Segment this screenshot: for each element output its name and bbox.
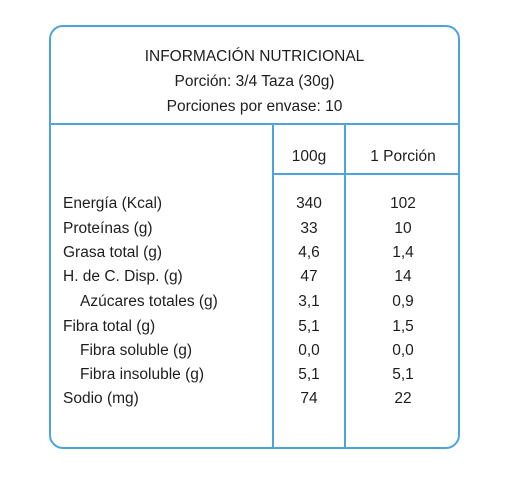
value-per-100g: 4,6 — [298, 244, 320, 261]
nutrient-row-total-sugars: Azúcares totales (g) 3,1 0,9 — [51, 293, 458, 317]
value-per-100g: 5,1 — [298, 366, 320, 383]
column-header-portion: 1 Porción — [370, 148, 436, 165]
value-per-portion: 5,1 — [392, 366, 414, 383]
column-header-divider — [272, 173, 458, 175]
value-per-portion: 1,4 — [392, 244, 414, 261]
value-per-portion: 22 — [394, 390, 412, 407]
nutrient-name: Proteínas (g) — [63, 220, 153, 237]
nutrient-row-soluble-fiber: Fibra soluble (g) 0,0 0,0 — [51, 342, 458, 366]
label-header: INFORMACIÓN NUTRICIONAL Porción: 3/4 Taz… — [51, 27, 458, 125]
value-per-100g: 5,1 — [298, 318, 320, 335]
nutrition-facts-label: INFORMACIÓN NUTRICIONAL Porción: 3/4 Taz… — [49, 25, 460, 449]
label-title: INFORMACIÓN NUTRICIONAL — [144, 48, 365, 65]
nutrient-row-total-fat: Grasa total (g) 4,6 1,4 — [51, 244, 458, 268]
nutrient-name: Sodio (mg) — [63, 390, 139, 407]
value-per-portion: 10 — [394, 220, 412, 237]
nutrient-name: Energía (Kcal) — [63, 195, 163, 212]
column-divider-portion — [344, 125, 346, 447]
nutrient-row-sodium: Sodio (mg) 74 22 — [51, 390, 458, 414]
value-per-portion: 0,0 — [392, 342, 414, 359]
value-per-portion: 1,5 — [392, 318, 414, 335]
nutrient-row-insoluble-fiber: Fibra insoluble (g) 5,1 5,1 — [51, 366, 458, 390]
nutrient-row-protein: Proteínas (g) 33 10 — [51, 220, 458, 244]
nutrient-name: H. de C. Disp. (g) — [63, 268, 183, 285]
nutrient-name: Fibra insoluble (g) — [80, 366, 205, 383]
value-per-100g: 3,1 — [298, 293, 320, 310]
nutrient-name: Grasa total (g) — [63, 244, 163, 261]
nutrient-row-energy: Energía (Kcal) 340 102 — [51, 195, 458, 219]
nutrient-name: Fibra total (g) — [63, 318, 156, 335]
value-per-portion: 102 — [390, 195, 416, 212]
nutrient-row-total-fiber: Fibra total (g) 5,1 1,5 — [51, 318, 458, 342]
nutrient-row-carbs: H. de C. Disp. (g) 47 14 — [51, 268, 458, 292]
portion-size: Porción: 3/4 Taza (30g) — [174, 73, 335, 90]
value-per-100g: 0,0 — [298, 342, 320, 359]
value-per-100g: 33 — [300, 220, 318, 237]
value-per-portion: 0,9 — [392, 293, 414, 310]
nutrient-name: Azúcares totales (g) — [80, 293, 218, 310]
servings-per-container: Porciones por envase: 10 — [166, 98, 343, 115]
value-per-100g: 340 — [296, 195, 322, 212]
value-per-100g: 74 — [300, 390, 318, 407]
value-per-portion: 14 — [394, 268, 412, 285]
column-divider-100g — [272, 125, 274, 447]
column-header-100g: 100g — [291, 148, 327, 165]
nutrient-name: Fibra soluble (g) — [80, 342, 192, 359]
value-per-100g: 47 — [300, 268, 318, 285]
